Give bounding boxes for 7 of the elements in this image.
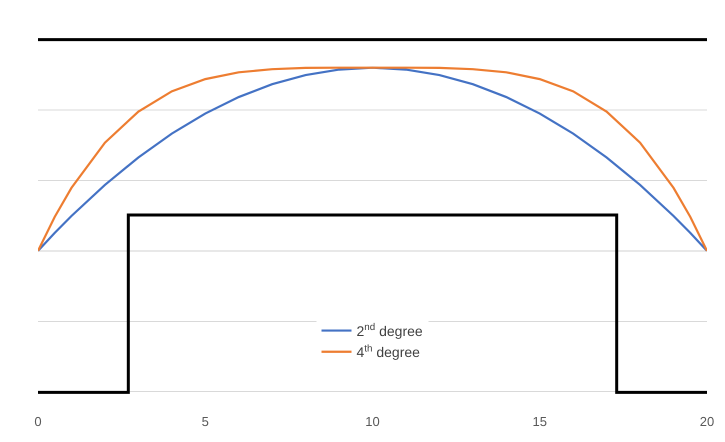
x-tick-label: 10 — [365, 414, 380, 429]
legend-label: 2$^{nd}$ degree — [356, 322, 423, 339]
x-tick-label: 15 — [532, 414, 547, 429]
legend-label: 4$^{th}$ degree — [356, 343, 420, 360]
x-tick-label: 5 — [202, 414, 209, 429]
x-tick-label: 20 — [700, 414, 714, 429]
x-tick-label: 0 — [34, 414, 42, 429]
